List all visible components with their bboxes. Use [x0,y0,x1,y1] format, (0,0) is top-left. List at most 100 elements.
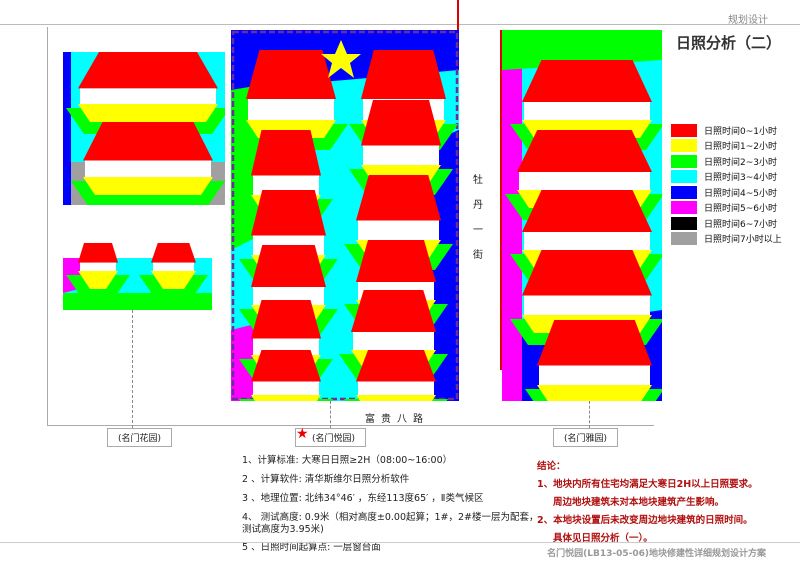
building-sun-zone [83,122,213,161]
sunlight-zone [537,385,652,401]
road-label: 富贵八路 [365,414,429,425]
sunlight-zone [63,52,71,205]
conclusion-title: 结论： [537,461,566,472]
building-sun-zone [537,320,652,366]
building-footprint [519,172,650,190]
legend-label: 日照时间2~3小时 [704,157,777,168]
building-footprint [353,332,434,350]
building-sun-zone [78,52,218,89]
building-sun-zone [251,190,326,236]
conclusion-line: 具体见日照分析（一）。 [553,533,653,544]
leader-line [132,310,133,428]
legend-label: 日照时间7小时以上 [704,235,782,245]
footer-divider [0,542,800,543]
site-boundary-line [457,0,459,30]
note-line: 5 、日照时间起算点: 一层窗台面 [242,542,381,553]
sunlight-zone [251,395,321,401]
building-sun-zone [356,240,436,282]
building-footprint [80,262,116,271]
building-footprint [248,99,334,120]
building-footprint [153,262,194,271]
section-label: 规划设计 [728,15,768,26]
legend-item: 日照时间5~6小时 [671,201,777,215]
legend-label: 日照时间4~5小时 [704,188,777,199]
building-sun-zone [356,175,441,221]
sunlight-zone [83,177,213,195]
legend-label: 日照时间0~1小时 [704,126,777,137]
note-line: 3 、地理位置: 北纬34°46′ ，东经113度65′ ，Ⅱ类气候区 [242,493,484,504]
sunlight-map-mingmen-yayuan [502,30,662,401]
site-boundary-line [500,30,502,370]
star-icon: ★ [296,426,309,442]
building-sun-zone [517,130,652,172]
sunlight-map-mingmen-yueyuan [231,30,459,401]
building-sun-zone [151,243,196,263]
label-mingmen-yueyuan: (名门悦园) [295,428,367,447]
legend-item: 日照时间6~7小时 [671,216,777,230]
label-mingmen-garden: (名门花园) [107,428,173,447]
leader-line [589,401,590,428]
sunlight-map-mingmen-garden-south [63,238,212,310]
legend-item: 日照时间0~1小时 [671,123,777,137]
building-sun-zone [246,50,336,99]
sunlight-map-mingmen-garden-north [63,52,225,205]
building-footprint [524,295,650,315]
note-line: 1、计算标准: 大寒日日照≥2H（08:00~16:00） [242,455,453,466]
conclusion-line: 周边地块建筑未对本地块建筑产生影响。 [553,497,725,508]
legend-label: 日照时间5~6小时 [704,204,777,214]
star-marker [321,40,361,78]
footer-title: 名门悦园(LB13-05-06)地块修建性详细规划设计方案 [547,549,766,559]
building-footprint [524,232,650,250]
sunlight-zone [151,271,196,289]
conclusion-line: 1、地块内所有住宅均满足大寒日2H以上日照要求。 [537,479,758,490]
building-footprint [539,365,650,385]
building-sun-zone [522,250,652,296]
conclusion-line: 2、本地块设置后未改变周边地块建筑的日照时间。 [537,515,753,526]
building-sun-zone [522,190,652,232]
legend-swatch [671,170,697,183]
sunlight-zone [502,30,522,401]
legend-label: 日照时间6~7小时 [704,219,777,230]
legend-item: 日照时间3~4小时 [671,170,777,184]
legend-swatch [671,139,697,152]
building-sun-zone [351,290,436,332]
building-footprint [358,220,439,240]
legend-item: 日照时间4~5小时 [671,185,777,199]
legend-swatch [671,123,697,137]
building-footprint [253,381,319,395]
building-sun-zone [251,300,321,339]
building-sun-zone [522,60,652,102]
sunlight-zone [78,104,218,122]
building-sun-zone [361,50,446,99]
note-line: 测试高度为3.95米) [242,524,324,535]
building-footprint [358,381,434,395]
legend-swatch [671,201,697,214]
legend-label: 日照时间1~2小时 [704,142,777,152]
label-mingmen-yayuan: (名门雅园) [553,428,619,447]
building-sun-zone [251,245,326,287]
sunlight-zone [356,395,436,401]
building-sun-zone [251,350,321,382]
legend-item: 日照时间1~2小时 [671,139,777,153]
building-footprint [363,145,439,165]
legend-swatch [671,154,697,168]
sunlight-zone [78,271,118,289]
building-footprint [524,102,650,120]
header-divider [0,24,800,25]
building-sun-zone [78,243,118,263]
note-line: 2 、计算软件: 清华斯维尔日照分析软件 [242,474,410,485]
legend-label: 日照时间3~4小时 [704,173,777,183]
note-line: 4、 测试高度: 0.9米（相对高度±0.00起算；1#，2#楼一层为配套， [242,512,539,523]
legend-swatch [671,185,697,199]
building-sun-zone [356,350,436,382]
building-sun-zone [251,130,321,176]
legend-item: 日照时间7小时以上 [671,232,782,246]
plan-frame [47,27,654,426]
street-label: 牡丹一街 [473,175,483,261]
building-sun-zone [361,100,441,146]
building-footprint [85,160,211,177]
leader-line [330,401,331,428]
page-title: 日照分析（二） [676,34,782,52]
building-footprint [80,88,216,104]
legend-item: 日照时间2~3小时 [671,154,777,168]
